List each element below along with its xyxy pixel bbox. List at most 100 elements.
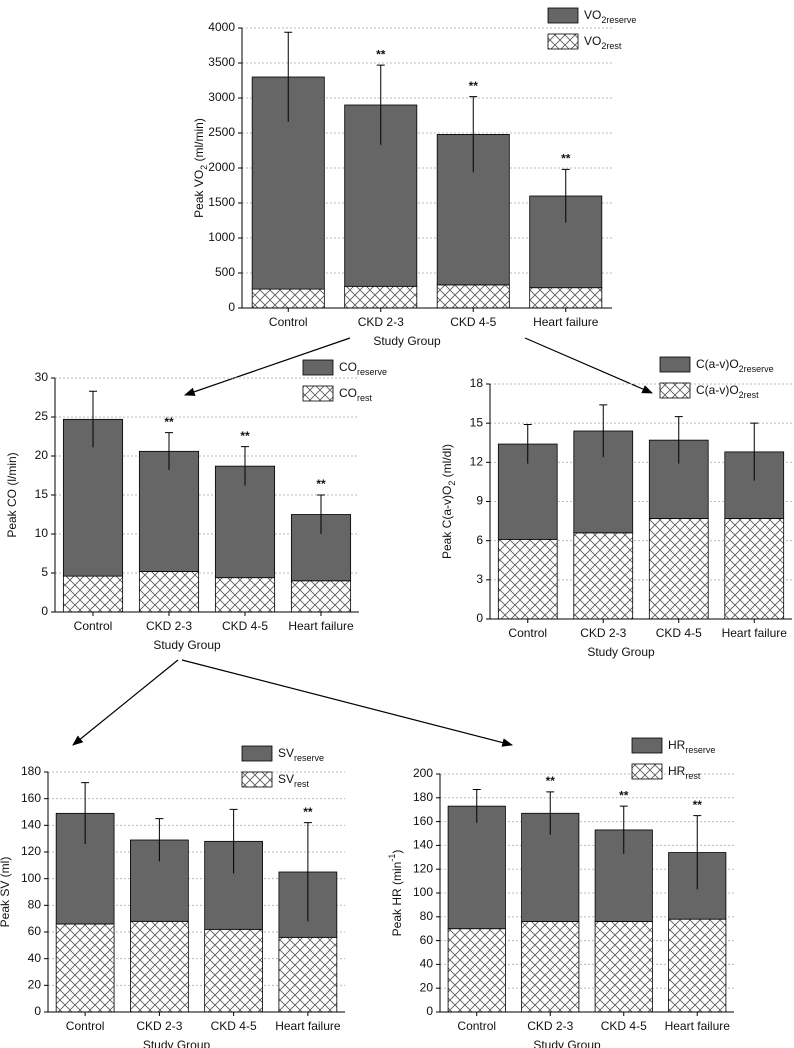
error-bar [523,423,532,464]
error-bar [619,805,628,854]
legend-swatch [631,763,663,780]
bar-segment [204,928,263,1013]
subscript: reserve [357,367,387,377]
legend-label: SVreserve [278,746,324,763]
x-tick-label: Control [66,1019,105,1033]
legend-swatch [302,385,334,402]
chart: 0 20 40 60 80 100 120 140 160 180 200 ** ** ** Control… [387,737,734,1048]
bar-segment [594,921,653,1013]
y-tick-label: 10 [35,526,49,540]
error-bar [674,416,683,464]
x-tick-label: Heart failure [275,1019,341,1033]
y-tick-label: 9 [476,494,483,508]
error-bar [546,791,555,835]
x-tick-label: CKD 2-3 [136,1019,182,1033]
y-tick-label: 6 [476,533,483,547]
legend-label: COreserve [339,360,387,377]
text-part: Peak HR (min [390,862,404,937]
y-tick-label: 200 [413,766,433,780]
bar-segment [214,577,276,613]
x-axis-label: Study Group [153,638,221,652]
legend-swatch [631,737,663,754]
axes [241,28,612,309]
x-tick-label: CKD 4-5 [222,619,268,633]
y-tick-label: 120 [413,861,433,875]
y-axis-label: Peak VO2 (ml/min) [192,118,209,218]
y-tick-label: 1000 [208,230,235,244]
annotation: ** [469,79,479,93]
x-tick-label: CKD 4-5 [450,315,496,329]
text-part: Peak SV (ml) [0,857,12,928]
error-bar [599,404,608,458]
error-bar [376,64,385,145]
subscript: rest [685,771,701,781]
y-tick-label: 2500 [208,125,235,139]
y-tick-label: 20 [28,978,42,992]
bar-segment [436,133,510,286]
error-bar [165,432,173,471]
error-bar [229,808,238,874]
x-tick-label: Control [508,626,547,640]
legend-swatch [547,33,579,50]
annotation: ** [376,47,386,61]
y-tick-label: 0 [476,611,483,625]
y-tick-label: 60 [28,924,42,938]
arrow [72,659,179,746]
y-tick-label: 20 [420,980,434,994]
x-tick-label: Control [74,619,113,633]
x-tick-label: CKD 4-5 [211,1019,257,1033]
subscript: 2 [447,481,457,486]
x-tick-label: Heart failure [665,1019,731,1033]
text-part: HR [668,764,686,778]
x-tick-label: CKD 2-3 [527,1019,573,1033]
arrow [524,337,653,394]
subscript: reserve [685,745,715,755]
y-tick-label: 5 [41,565,48,579]
y-tick-label: 2000 [208,160,235,174]
x-tick-label: Heart failure [722,626,788,640]
legend-label: SVrest [278,772,310,789]
x-tick-label: Heart failure [533,315,599,329]
subscript: 2rest [739,390,760,400]
y-tick-label: 0 [228,300,235,314]
text-part: Peak C(a-v)O [440,486,454,559]
y-tick-label: 100 [413,885,433,899]
error-bar [693,815,702,890]
bar-segment [447,805,506,930]
annotation: ** [619,788,629,802]
x-tick-label: Control [457,1019,496,1033]
text-part: Peak VO [192,170,206,218]
error-bar [81,782,90,844]
annotation: ** [693,798,703,812]
y-axis-label: Peak CO (l/min) [5,452,19,537]
bar-segment [62,575,124,613]
text-part: C(a-v)O [696,383,739,397]
error-bar [561,168,570,223]
text-part: (ml/min) [192,118,206,165]
y-tick-label: 60 [420,933,434,947]
x-axis-label: Study Group [143,1038,211,1048]
annotation: ** [546,774,556,788]
y-tick-label: 30 [35,370,49,384]
y-tick-label: 140 [21,818,41,832]
chart: 0 20 40 60 80 100 120 140 160 180 ** Control CKD 2-3… [0,745,345,1048]
subscript: rest [357,393,373,403]
x-tick-label: CKD 4-5 [601,1019,647,1033]
error-bar [155,818,164,862]
y-tick-label: 0 [34,1004,41,1018]
error-bar [284,31,293,122]
x-tick-label: CKD 2-3 [358,315,404,329]
y-tick-label: 0 [41,604,48,618]
bar-segment [55,923,115,1013]
subscript: 2 [199,165,209,170]
subscript: 2reserve [601,15,636,25]
legend-swatch [659,356,691,373]
y-tick-label: 120 [21,844,41,858]
bar-segment [573,532,634,620]
x-axis-label: Study Group [373,334,441,348]
legend-swatch [241,745,273,762]
y-tick-label: 0 [426,1004,433,1018]
annotation: ** [316,477,326,491]
text-part: C(a-v)O [696,357,739,371]
error-bar [750,422,759,481]
